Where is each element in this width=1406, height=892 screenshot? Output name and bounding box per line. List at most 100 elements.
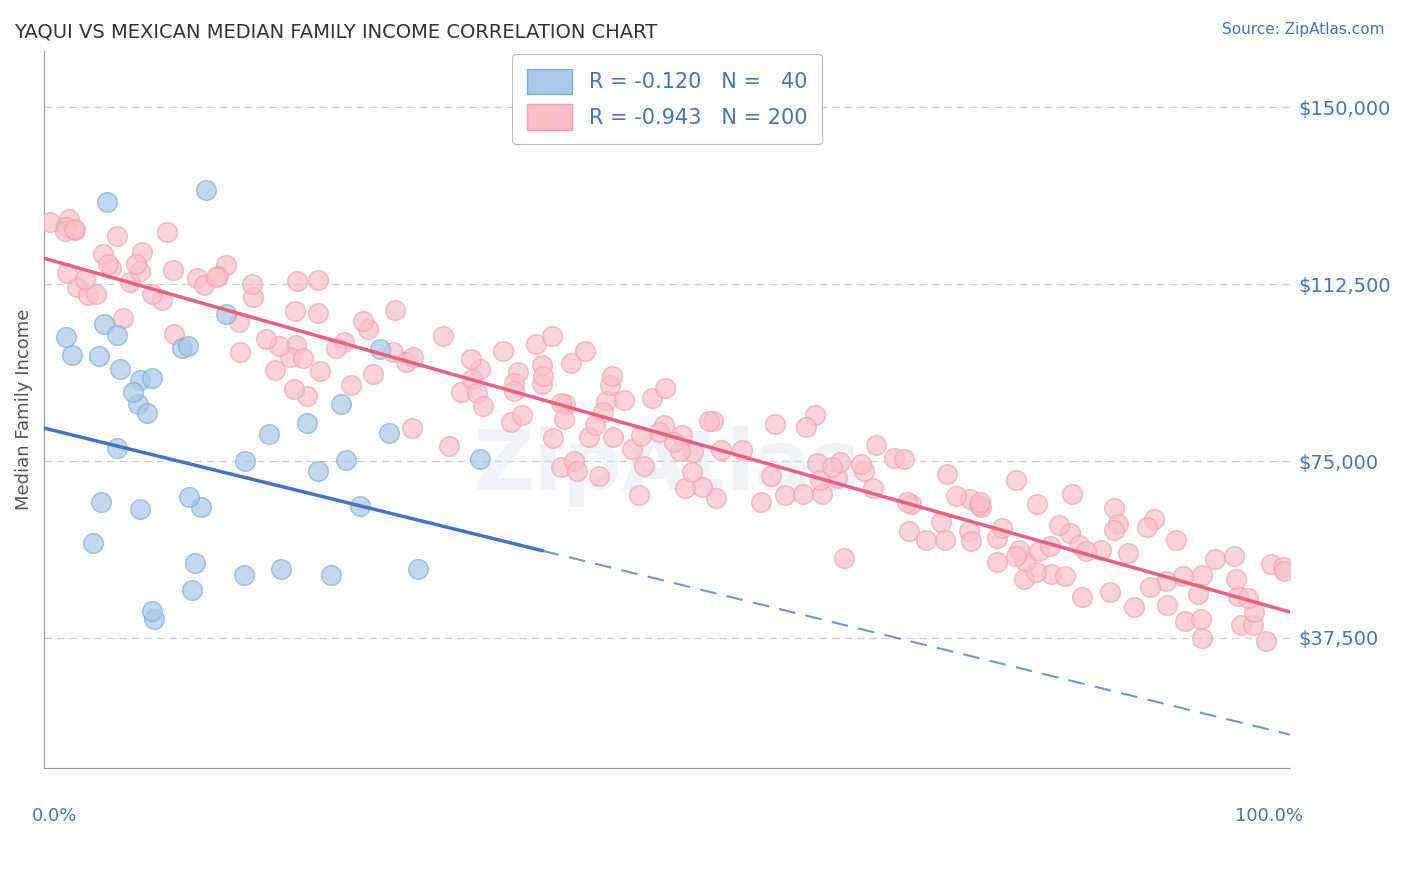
Point <box>530 359 553 373</box>
Point <box>472 399 495 413</box>
Point <box>93 317 115 331</box>
Point <box>432 329 454 343</box>
Point <box>633 459 655 474</box>
Point <box>228 315 250 329</box>
Point <box>773 488 796 502</box>
Text: YAQUI VS MEXICAN MEDIAN FAMILY INCOME CORRELATION CHART: YAQUI VS MEXICAN MEDIAN FAMILY INCOME CO… <box>14 22 658 41</box>
Point <box>468 362 491 376</box>
Point <box>883 451 905 466</box>
Point <box>361 367 384 381</box>
Point <box>1076 544 1098 558</box>
Point <box>87 349 110 363</box>
Point <box>1156 574 1178 589</box>
Point <box>128 373 150 387</box>
Point <box>896 495 918 509</box>
Point <box>1122 600 1144 615</box>
Point <box>595 394 617 409</box>
Point <box>1067 539 1090 553</box>
Point <box>122 384 145 399</box>
Point <box>1143 512 1166 526</box>
Point <box>1227 589 1250 603</box>
Point <box>560 355 582 369</box>
Point <box>1189 612 1212 626</box>
Point <box>898 524 921 539</box>
Point <box>1243 605 1265 619</box>
Point <box>900 497 922 511</box>
Point <box>1187 587 1209 601</box>
Point <box>242 290 264 304</box>
Point <box>465 385 488 400</box>
Point <box>1005 549 1028 563</box>
Point <box>142 612 165 626</box>
Point <box>550 396 572 410</box>
Point <box>682 445 704 459</box>
Point <box>796 420 818 434</box>
Point <box>205 269 228 284</box>
Point <box>1102 501 1125 516</box>
Text: 100.0%: 100.0% <box>1234 807 1302 825</box>
Point <box>669 444 692 458</box>
Point <box>567 464 589 478</box>
Point <box>1222 549 1244 563</box>
Point <box>681 466 703 480</box>
Point <box>574 343 596 358</box>
Point <box>531 368 554 383</box>
Point <box>991 521 1014 535</box>
Point <box>1014 554 1036 568</box>
Point <box>1225 572 1247 586</box>
Point <box>270 562 292 576</box>
Point <box>136 406 159 420</box>
Point <box>141 371 163 385</box>
Point <box>621 442 644 457</box>
Point <box>503 384 526 398</box>
Point <box>254 332 277 346</box>
Point <box>664 434 686 449</box>
Point <box>141 604 163 618</box>
Point <box>1174 614 1197 628</box>
Point <box>641 392 664 406</box>
Point <box>184 556 207 570</box>
Point <box>55 330 77 344</box>
Point <box>63 223 86 237</box>
Point <box>599 377 621 392</box>
Point <box>1062 487 1084 501</box>
Point <box>630 429 652 443</box>
Point <box>554 397 576 411</box>
Point <box>450 385 472 400</box>
Point <box>986 531 1008 545</box>
Point <box>1191 568 1213 582</box>
Point <box>1071 590 1094 604</box>
Point <box>935 467 957 481</box>
Point <box>986 555 1008 569</box>
Point <box>62 348 84 362</box>
Point <box>162 262 184 277</box>
Point <box>333 335 356 350</box>
Point <box>285 274 308 288</box>
Point <box>319 567 342 582</box>
Point <box>283 382 305 396</box>
Point <box>129 501 152 516</box>
Point <box>628 488 651 502</box>
Point <box>325 341 347 355</box>
Point <box>671 428 693 442</box>
Point <box>852 463 875 477</box>
Point <box>1237 591 1260 606</box>
Point <box>524 337 547 351</box>
Point <box>357 321 380 335</box>
Point <box>295 416 318 430</box>
Point <box>832 551 855 566</box>
Point <box>811 487 834 501</box>
Point <box>308 364 330 378</box>
Point <box>339 377 361 392</box>
Point <box>1107 516 1129 531</box>
Point <box>91 247 114 261</box>
Point <box>1204 551 1226 566</box>
Point <box>186 270 208 285</box>
Point <box>957 524 980 539</box>
Point <box>1059 525 1081 540</box>
Point <box>295 389 318 403</box>
Point <box>969 495 991 509</box>
Y-axis label: Median Family Income: Median Family Income <box>15 309 32 510</box>
Point <box>865 438 887 452</box>
Point <box>90 495 112 509</box>
